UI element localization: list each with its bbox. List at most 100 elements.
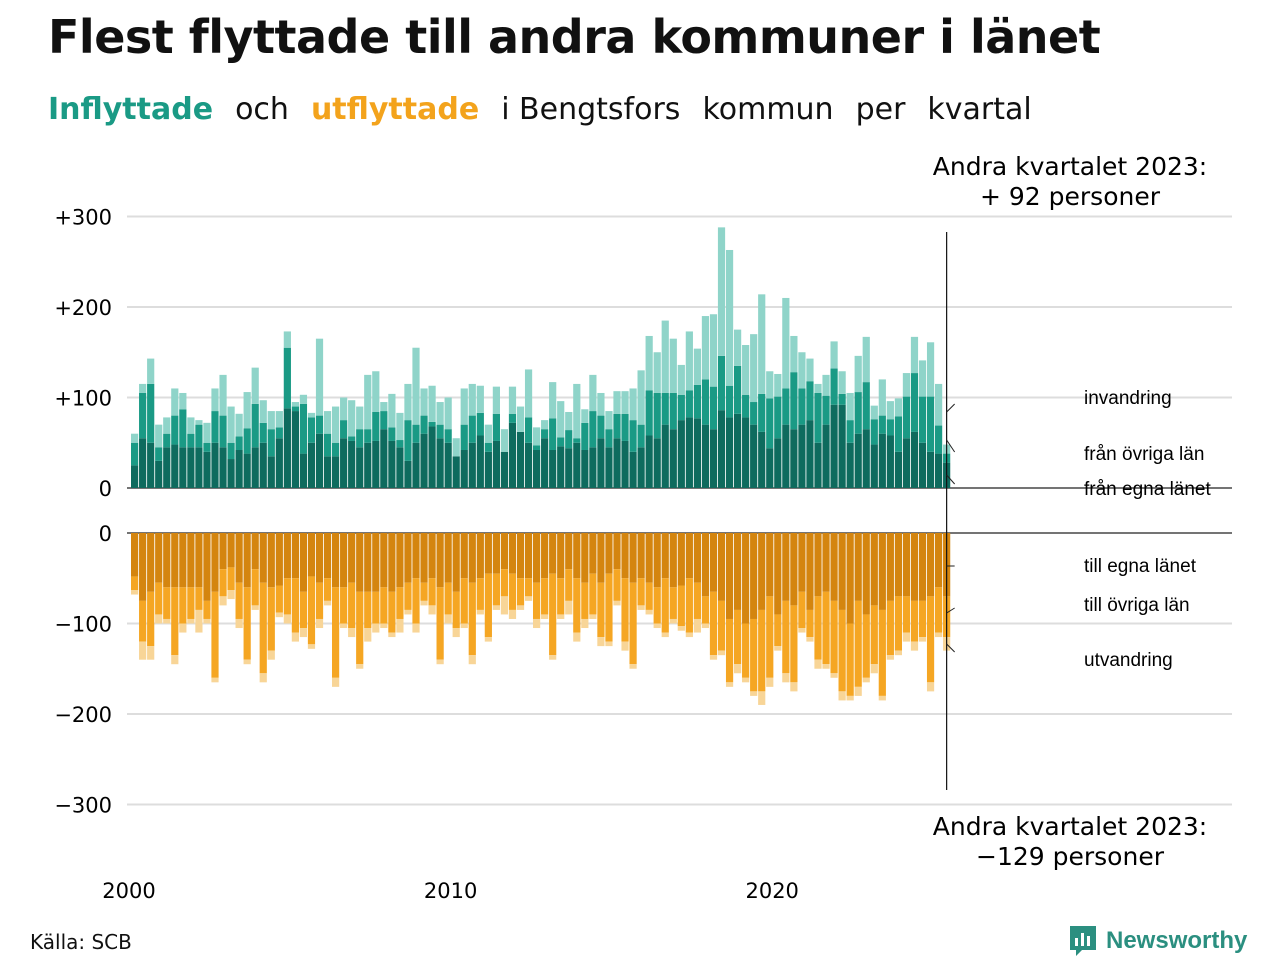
bar-in-2 [806, 358, 814, 382]
bar-out-1 [854, 600, 862, 687]
bar-out-1 [460, 578, 468, 624]
bar-out-2 [131, 590, 139, 595]
bar-in-2 [725, 249, 734, 386]
bar-in-1 [701, 379, 710, 425]
bar-out-0 [508, 533, 517, 574]
bar-in-2 [211, 388, 219, 412]
bar-in-1 [364, 429, 372, 443]
bar-out-1 [452, 591, 460, 629]
bar-in-2 [259, 400, 267, 423]
bar-out-0 [935, 533, 943, 588]
bar-out-0 [750, 533, 758, 619]
bar-out-2 [758, 691, 766, 705]
bar-in-1 [629, 420, 637, 452]
bar-in-0 [412, 442, 420, 488]
bar-in-1 [163, 433, 171, 448]
bar-in-2 [436, 402, 444, 425]
bar-out-1 [926, 596, 935, 683]
bar-in-1 [444, 429, 452, 443]
bar-out-2 [878, 695, 886, 701]
bar-out-0 [340, 533, 348, 588]
bar-in-0 [814, 442, 822, 488]
bar-in-0 [179, 447, 187, 488]
bar-out-2 [581, 618, 589, 629]
bar-in-2 [219, 374, 227, 416]
bar-in-2 [541, 420, 549, 430]
bar-out-1 [275, 585, 283, 613]
bar-out-2 [717, 650, 726, 656]
bar-out-2 [259, 673, 267, 683]
bar-out-2 [742, 677, 750, 683]
bar-in-2 [782, 297, 790, 389]
bar-in-2 [886, 401, 894, 420]
bar-out-1 [790, 605, 798, 683]
bar-out-2 [709, 655, 718, 660]
bar-in-1 [806, 381, 814, 421]
bar-out-2 [155, 614, 163, 624]
bar-in-1 [605, 429, 613, 448]
bar-out-0 [910, 533, 919, 601]
bar-in-0 [645, 435, 653, 488]
bar-in-1 [396, 440, 404, 448]
bar-out-1 [838, 609, 846, 692]
bar-out-2 [677, 626, 685, 631]
bar-out-1 [798, 591, 806, 629]
bar-in-1 [870, 419, 878, 445]
bar-out-0 [790, 533, 798, 606]
bar-in-1 [750, 402, 758, 425]
bar-out-0 [573, 533, 581, 579]
bar-out-2 [605, 641, 613, 647]
bar-in-1 [782, 388, 790, 425]
y-tick-label: 0 [99, 522, 112, 546]
bar-in-2 [862, 336, 870, 383]
bar-in-2 [790, 335, 798, 373]
bar-out-0 [468, 533, 476, 583]
bar-out-1 [492, 573, 500, 606]
subtitle-word: kvartal [927, 92, 1032, 127]
bar-out-1 [645, 582, 653, 610]
bar-out-2 [926, 682, 935, 692]
bar-out-1 [862, 614, 870, 678]
bar-out-2 [372, 623, 380, 633]
bar-in-0 [902, 438, 911, 488]
bar-out-2 [468, 655, 476, 665]
bar-in-2 [428, 385, 436, 422]
bar-in-1 [251, 403, 259, 448]
bar-in-0 [533, 449, 541, 488]
bar-in-1 [613, 413, 621, 439]
bar-out-1 [524, 578, 533, 597]
bar-out-2 [565, 600, 573, 615]
bar-out-2 [918, 637, 927, 642]
bar-in-2 [661, 320, 669, 393]
bar-out-0 [806, 533, 814, 610]
bar-in-2 [139, 383, 147, 393]
newsworthy-logo[interactable]: Newsworthy [1068, 924, 1247, 958]
bar-in-2 [830, 341, 838, 369]
bar-in-2 [323, 411, 332, 434]
bar-out-1 [677, 585, 685, 627]
bar-in-1 [332, 442, 340, 457]
bar-out-1 [742, 623, 750, 678]
bar-out-2 [589, 614, 597, 619]
bar-in-1 [436, 424, 444, 439]
bar-out-1 [219, 569, 227, 597]
bar-out-0 [267, 533, 275, 588]
bar-in-0 [846, 442, 854, 488]
bar-in-0 [211, 442, 219, 488]
bar-out-0 [621, 533, 629, 579]
bar-out-0 [701, 533, 710, 597]
bar-in-1 [468, 415, 476, 443]
bar-in-0 [139, 438, 147, 488]
newsworthy-icon [1070, 926, 1096, 956]
bar-out-1 [774, 614, 782, 647]
bar-out-0 [155, 533, 163, 583]
bar-out-0 [629, 533, 637, 583]
bar-in-1 [830, 368, 838, 405]
bar-out-0 [798, 533, 806, 592]
bar-out-2 [267, 650, 275, 660]
bar-out-0 [902, 533, 911, 597]
bar-in-1 [307, 417, 316, 443]
bar-out-0 [725, 533, 734, 619]
bar-out-2 [227, 590, 235, 600]
bar-in-0 [709, 429, 718, 488]
